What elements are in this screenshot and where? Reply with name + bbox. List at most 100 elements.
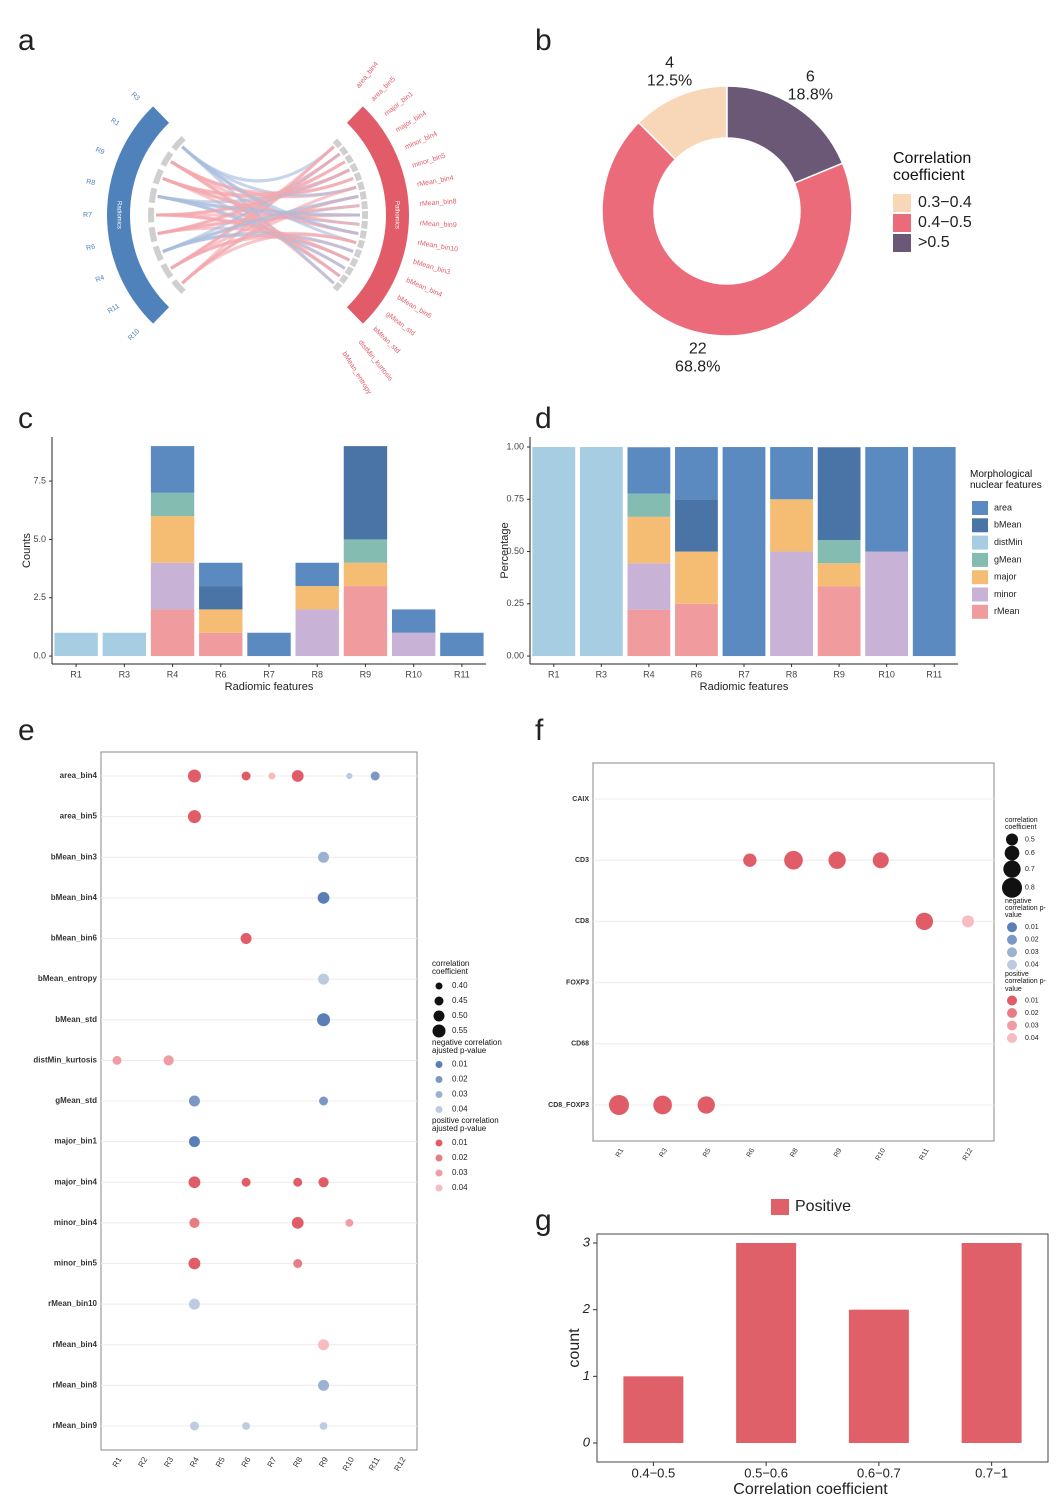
x-tick-label: R8: [786, 669, 798, 679]
ring-segment: [160, 263, 174, 279]
bar-segment: [817, 563, 861, 587]
bar-segment: [675, 603, 718, 657]
slice-percent: 12.5%: [647, 73, 692, 90]
p-key: [1007, 1008, 1017, 1018]
size-key-label: 0.40: [452, 981, 468, 990]
x-tick-label: R3: [119, 669, 131, 679]
legend-title: correlation coefficient: [432, 959, 470, 977]
bar-segment: [295, 586, 339, 610]
dot: [784, 850, 803, 870]
p-key-label: 0.02: [452, 1075, 468, 1084]
radiomic-label: R9: [94, 147, 105, 157]
p-key-label: 0.01: [1025, 997, 1039, 1004]
radiomic-label: R8: [86, 179, 96, 188]
x-tick-label: R11: [926, 669, 942, 679]
size-key: [434, 996, 444, 1006]
pathomic-label: major_bin4: [395, 110, 428, 134]
x-tick-label: R1: [615, 1147, 626, 1158]
p-key-label: 0.04: [1025, 1035, 1039, 1042]
ring-segment: [171, 279, 186, 295]
dot: [318, 1177, 329, 1188]
p-key: [435, 1154, 443, 1162]
radiomic-label: R3: [129, 91, 140, 102]
pathomic-label: rMean_bin9: [420, 220, 457, 229]
dot: [187, 769, 201, 783]
y-axis-title: Percentage: [499, 522, 511, 578]
y-tick-label: distMin_kurtosis: [33, 1055, 97, 1064]
dot: [653, 1095, 672, 1115]
bar-segment: [722, 447, 766, 657]
p-key: [435, 1076, 443, 1083]
chord: [162, 168, 351, 197]
p-key-label: 0.02: [1025, 1010, 1039, 1017]
pathomics-arc: [346, 106, 409, 324]
chord: [181, 145, 359, 236]
dot: [370, 771, 380, 781]
donut-slice: [726, 85, 844, 185]
y-tick-label: rMean_bin10: [48, 1299, 97, 1308]
dot: [188, 1176, 201, 1189]
y-tick-label: major_bin1: [54, 1137, 97, 1146]
ring-segment: [171, 135, 186, 151]
dot: [915, 912, 934, 931]
pathomic-label: bMean_std: [371, 326, 401, 355]
x-tick-label: 0.5−0.6: [744, 1465, 788, 1480]
bar-segment: [199, 586, 243, 610]
y-tick-label: 0.50: [506, 546, 524, 556]
y-tick-label: 5.0: [33, 534, 46, 544]
dot: [609, 1095, 629, 1115]
legend-swatch: [972, 501, 988, 515]
x-tick-label: R12: [962, 1147, 975, 1162]
bar-segment: [247, 632, 291, 657]
ring-segment: [152, 168, 164, 185]
p-key: [435, 1139, 443, 1147]
y-axis-title: count: [566, 1328, 583, 1368]
x-tick-label: R3: [162, 1455, 175, 1469]
p-key: [1007, 1020, 1017, 1031]
legend-title: Morphological nuclear features: [970, 469, 1042, 491]
donut-slice: [601, 121, 853, 337]
legend-label: gMean: [994, 554, 1022, 564]
size-key: [1006, 833, 1018, 846]
y-tick-label: 0.00: [506, 650, 524, 660]
size-key: [433, 1010, 445, 1022]
bar-segment: [532, 447, 576, 657]
x-tick-label: R6: [240, 1455, 253, 1469]
dot: [962, 915, 974, 928]
p-key-label: 0.02: [1025, 937, 1039, 944]
p-key-label: 0.03: [452, 1090, 468, 1099]
bar-segment: [627, 447, 671, 494]
y-tick-label: area_bin5: [60, 812, 98, 821]
radiomic-label: R6: [86, 244, 96, 253]
panel-letter: e: [18, 714, 35, 747]
ring-segment: [344, 266, 354, 276]
y-tick-label: rMean_bin4: [53, 1340, 98, 1349]
dot: [241, 1177, 251, 1187]
y-tick-label: major_bin4: [54, 1177, 97, 1186]
x-tick-label: 0.4−0.5: [632, 1465, 676, 1480]
y-tick-label: minor_bin4: [54, 1218, 98, 1227]
dot: [345, 1218, 354, 1227]
x-tick-label: R4: [188, 1455, 201, 1469]
panel-letter: f: [535, 714, 544, 747]
pathomic-label: bMean_bin4: [405, 277, 443, 299]
dot: [188, 1136, 200, 1148]
ring-segment: [359, 191, 367, 200]
bar-segment: [675, 499, 718, 552]
y-axis-title: Counts: [21, 533, 33, 568]
bar: [736, 1243, 797, 1443]
bar: [961, 1243, 1022, 1443]
y-tick-label: bMean_bin3: [51, 852, 98, 861]
dot: [241, 771, 251, 781]
legend-swatch: [893, 234, 911, 252]
size-key: [1002, 877, 1022, 898]
dot: [319, 1096, 329, 1106]
y-tick-label: 0.75: [506, 494, 524, 504]
x-tick-label: 0.7−1: [975, 1465, 1008, 1480]
legend-swatch: [972, 535, 988, 550]
slice-count: 22: [689, 340, 707, 357]
y-tick-label: 0.0: [33, 650, 46, 660]
p-key-label: 0.04: [452, 1105, 468, 1114]
bar-segment: [343, 539, 388, 563]
